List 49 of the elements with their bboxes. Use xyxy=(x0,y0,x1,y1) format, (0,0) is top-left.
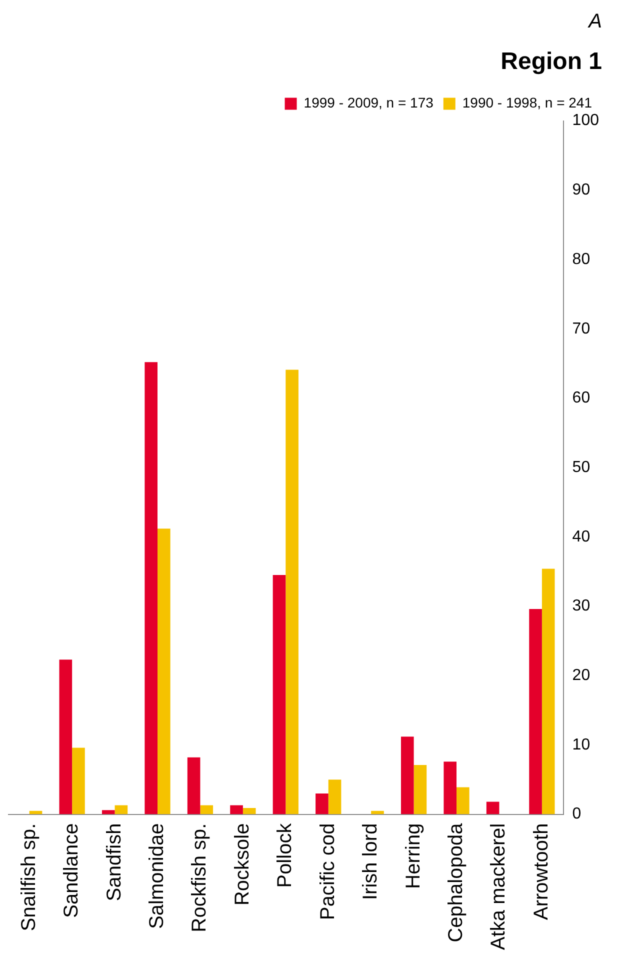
y-tick-label: 10 xyxy=(572,736,590,754)
x-tick-label: Rockfish sp. xyxy=(188,823,211,932)
x-tick-label: Pacific cod xyxy=(316,823,339,920)
bar xyxy=(59,660,72,814)
bar xyxy=(200,805,214,814)
x-tick-label: Sandfish xyxy=(103,823,126,902)
bar xyxy=(272,575,286,814)
bar xyxy=(230,805,243,814)
x-tick-label: Herring xyxy=(402,823,424,889)
bar xyxy=(444,762,457,814)
bar xyxy=(316,793,328,814)
x-tick-label: Snailfish sp. xyxy=(18,823,40,932)
bar xyxy=(286,370,298,814)
bar xyxy=(400,736,414,814)
y-tick-label: 0 xyxy=(572,806,582,823)
legend-label: 1999 - 2009, n = 173 xyxy=(304,94,434,111)
y-tick-label: 90 xyxy=(572,182,590,199)
bar xyxy=(72,748,85,814)
legend-label: 1990 - 1998, n = 241 xyxy=(462,94,592,111)
bar xyxy=(102,810,115,814)
x-tick-label: Sandlance xyxy=(60,823,83,918)
y-tick-label: 30 xyxy=(572,598,590,615)
x-tick-label: Irish lord xyxy=(360,823,382,900)
bar xyxy=(414,765,427,814)
y-tick-label: 70 xyxy=(572,320,590,338)
x-tick-label: Pollock xyxy=(274,822,296,888)
chart-title: Region 1 xyxy=(500,48,602,76)
bar xyxy=(144,362,158,814)
bar xyxy=(486,802,500,814)
y-tick-label: 40 xyxy=(572,528,590,546)
y-tick-label: 60 xyxy=(572,390,590,407)
y-tick-label: 20 xyxy=(572,667,590,684)
bar xyxy=(529,609,542,814)
y-tick-label: 50 xyxy=(572,458,590,476)
bar xyxy=(456,787,470,814)
bar xyxy=(187,757,200,814)
bar xyxy=(158,528,170,814)
bar xyxy=(328,780,342,814)
x-tick-label: Cephalopoda xyxy=(445,822,468,942)
y-tick-label: 100 xyxy=(572,112,600,130)
text: A xyxy=(588,10,602,33)
y-tick-label: 80 xyxy=(572,250,590,268)
x-tick-label: Rocksole xyxy=(231,823,254,906)
bar xyxy=(114,805,128,814)
bar xyxy=(242,808,256,814)
x-tick-label: Atka mackerel xyxy=(488,823,510,950)
x-tick-label: Arrowtooth xyxy=(530,823,552,920)
x-tick-label: Salmonidae xyxy=(146,823,168,929)
bar xyxy=(542,568,555,814)
